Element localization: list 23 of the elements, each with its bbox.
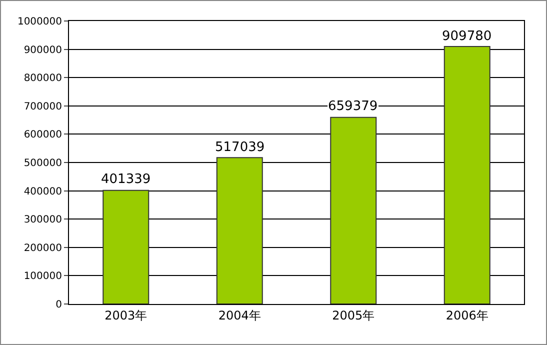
x-tick-label: 2004年 (218, 308, 261, 322)
y-tick-label: 600000 (24, 130, 62, 141)
data-label: 909780 (442, 29, 492, 44)
x-tick-label: 2005年 (332, 308, 375, 322)
y-tick-label: 800000 (24, 73, 62, 84)
bar (102, 190, 150, 304)
x-tick-label: 2003年 (104, 308, 148, 322)
y-tick-label: 100000 (24, 271, 62, 282)
bar (444, 46, 490, 304)
y-tick-label: 200000 (24, 242, 62, 254)
y-tick-label: 500000 (24, 158, 62, 169)
y-tick-label: 0 (56, 300, 62, 310)
y-tick-label: 700000 (24, 101, 62, 112)
y-tick-label: 300000 (24, 214, 62, 226)
data-label: 517039 (215, 140, 265, 155)
y-tick-label: 1000000 (17, 16, 62, 28)
bar (330, 116, 377, 304)
data-label: 401339 (101, 172, 151, 187)
y-tick-label: 400000 (24, 186, 62, 198)
x-tick-label: 2006年 (446, 308, 488, 322)
bar (216, 157, 263, 304)
y-tick-label: 900000 (24, 44, 62, 56)
data-label: 659379 (328, 99, 378, 114)
